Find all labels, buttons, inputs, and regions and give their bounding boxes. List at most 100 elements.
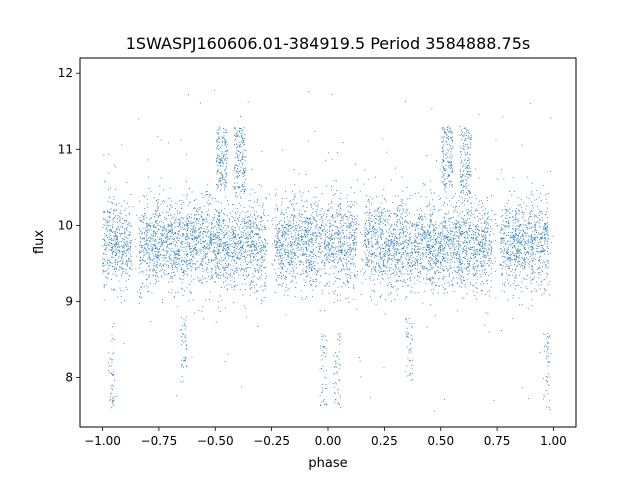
data-point	[216, 221, 218, 223]
data-point	[383, 258, 385, 260]
data-point	[435, 232, 436, 234]
data-point	[206, 269, 208, 271]
data-point	[166, 246, 168, 248]
data-point	[366, 259, 368, 261]
data-point	[405, 216, 407, 218]
data-point	[166, 260, 168, 262]
data-point	[171, 231, 173, 233]
data-point	[238, 243, 240, 245]
data-point	[183, 259, 185, 261]
data-point	[388, 215, 390, 217]
data-point	[339, 233, 341, 234]
data-point	[111, 279, 112, 281]
data-point	[257, 290, 259, 292]
data-point	[467, 279, 469, 281]
data-point	[208, 214, 210, 216]
data-point	[260, 217, 262, 219]
data-point	[118, 203, 120, 205]
data-point	[284, 266, 286, 268]
data-point	[351, 248, 353, 250]
data-point	[249, 227, 251, 229]
data-point	[179, 258, 181, 260]
data-point	[466, 266, 468, 268]
data-point	[306, 243, 308, 244]
data-point	[391, 236, 393, 237]
data-point	[263, 226, 265, 228]
data-point	[262, 257, 263, 258]
data-point	[327, 245, 329, 247]
data-point	[373, 228, 375, 230]
data-point	[245, 215, 247, 217]
data-point	[280, 214, 282, 215]
data-point	[276, 256, 278, 258]
data-point	[225, 234, 227, 236]
data-point	[162, 234, 164, 236]
data-point	[346, 197, 348, 199]
data-point	[467, 237, 468, 239]
data-point	[440, 263, 441, 265]
data-point	[315, 280, 317, 282]
data-point	[307, 229, 309, 231]
data-point	[275, 255, 277, 256]
data-point	[122, 227, 123, 229]
data-point	[311, 234, 313, 236]
data-point	[449, 230, 451, 231]
data-point	[419, 259, 421, 261]
data-point	[301, 222, 303, 224]
data-point	[376, 239, 378, 241]
data-point	[351, 239, 353, 241]
data-point	[235, 212, 237, 214]
data-point	[229, 218, 230, 220]
data-point	[403, 241, 405, 243]
data-point	[460, 258, 462, 260]
data-point	[402, 266, 404, 268]
data-point	[125, 228, 127, 229]
data-point	[341, 225, 343, 227]
data-point	[196, 217, 198, 219]
data-point	[238, 267, 240, 269]
data-point	[430, 277, 432, 279]
data-point	[261, 262, 263, 263]
data-point	[336, 226, 338, 227]
data-point	[259, 276, 261, 278]
data-point	[196, 252, 198, 253]
data-point	[467, 270, 469, 272]
data-point	[147, 228, 149, 230]
data-point	[233, 236, 235, 238]
data-point	[105, 284, 107, 285]
data-point	[379, 229, 381, 231]
data-point	[122, 268, 124, 270]
data-point	[373, 284, 375, 285]
data-point	[112, 243, 114, 245]
data-point	[333, 260, 335, 262]
data-point	[252, 282, 254, 283]
data-point	[294, 253, 296, 254]
data-point	[459, 262, 461, 264]
data-point	[150, 224, 152, 226]
data-point	[228, 283, 230, 285]
data-point	[397, 249, 399, 251]
data-point	[281, 244, 283, 246]
data-point	[286, 197, 287, 199]
data-point	[251, 189, 253, 191]
data-point	[314, 265, 316, 267]
data-point	[250, 256, 251, 258]
data-point	[418, 218, 420, 220]
data-point	[324, 310, 325, 312]
data-point	[309, 222, 311, 224]
data-point	[160, 203, 162, 205]
data-point	[285, 231, 286, 233]
data-point	[327, 210, 329, 212]
data-point	[235, 252, 237, 254]
data-point	[293, 241, 295, 242]
data-point	[378, 235, 380, 237]
data-point	[149, 257, 151, 259]
data-point	[173, 255, 175, 257]
data-point	[104, 271, 106, 273]
data-point	[263, 267, 265, 269]
data-point	[165, 230, 167, 231]
data-point	[329, 222, 331, 224]
data-point	[234, 281, 236, 282]
data-point	[402, 208, 404, 210]
data-point	[284, 232, 286, 234]
